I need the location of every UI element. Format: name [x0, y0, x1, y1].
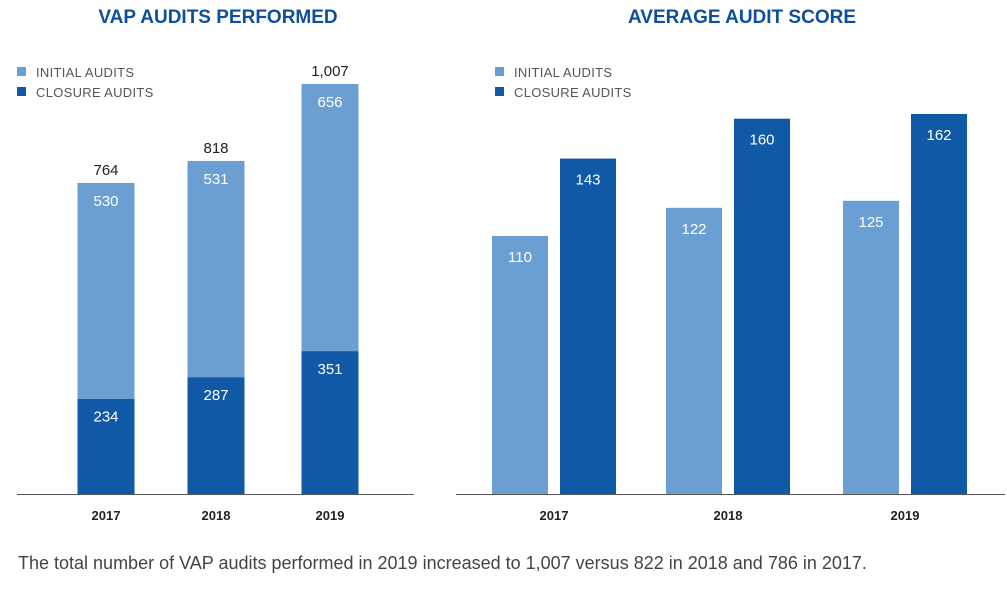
data-label-closure-2018: 160 [749, 132, 774, 149]
data-label-total-2017: 764 [93, 162, 118, 179]
bar-initial-2017 [492, 235, 548, 494]
tick-label-2017: 2017 [540, 508, 569, 523]
chart-title-average-score: AVERAGE AUDIT SCORE [628, 7, 856, 28]
tick-label-2019: 2019 [316, 508, 345, 523]
chart-audits-performed: VAP AUDITS PERFORMED INITIAL AUDITS CLOS… [17, 7, 414, 523]
tick-label-2018: 2018 [202, 508, 231, 523]
legend-swatch-closure [495, 87, 504, 96]
bar-initial-2017 [77, 182, 135, 399]
data-label-closure-2019: 351 [317, 361, 342, 378]
data-label-closure-2017: 234 [93, 409, 118, 426]
tick-label-2017: 2017 [92, 508, 121, 523]
data-label-closure-2018: 287 [203, 387, 228, 404]
data-label-initial-2018: 531 [203, 171, 228, 188]
bar-closure-2017 [560, 158, 616, 494]
bar-initial-2019 [843, 200, 899, 494]
data-label-initial-2017: 110 [508, 249, 532, 266]
legend-swatch-initial [17, 67, 26, 76]
data-label-closure-2019: 162 [926, 127, 951, 144]
tick-label-2018: 2018 [714, 508, 743, 523]
bar-closure-2019 [911, 114, 967, 494]
legend-label-closure: CLOSURE AUDITS [514, 85, 632, 100]
chart-title-audits-performed: VAP AUDITS PERFORMED [98, 7, 337, 28]
bar-initial-2019 [301, 84, 359, 352]
legend-swatch-initial [495, 67, 504, 76]
chart-caption: The total number of VAP audits performed… [18, 553, 867, 573]
bar-closure-2018 [187, 377, 245, 494]
bar-closure-2017 [77, 398, 135, 494]
tick-label-2019: 2019 [891, 508, 920, 523]
legend-label-initial: INITIAL AUDITS [36, 65, 134, 80]
bar-initial-2018 [187, 160, 245, 378]
data-label-total-2019: 1,007 [311, 63, 349, 80]
bar-closure-2018 [734, 118, 790, 495]
bar-initial-2018 [666, 207, 722, 495]
legend-label-closure: CLOSURE AUDITS [36, 85, 154, 100]
legend-swatch-closure [17, 87, 26, 96]
legend-label-initial: INITIAL AUDITS [514, 65, 612, 80]
bar-closure-2019 [301, 351, 359, 494]
chart-average-score: AVERAGE AUDIT SCORE INITIAL AUDITS CLOSU… [456, 7, 1005, 523]
data-label-initial-2017: 530 [93, 193, 118, 210]
data-label-initial-2019: 656 [317, 94, 342, 111]
data-label-total-2018: 818 [203, 140, 228, 157]
data-label-initial-2019: 125 [858, 214, 883, 231]
data-label-initial-2018: 122 [681, 221, 706, 238]
data-label-closure-2017: 143 [575, 172, 600, 189]
